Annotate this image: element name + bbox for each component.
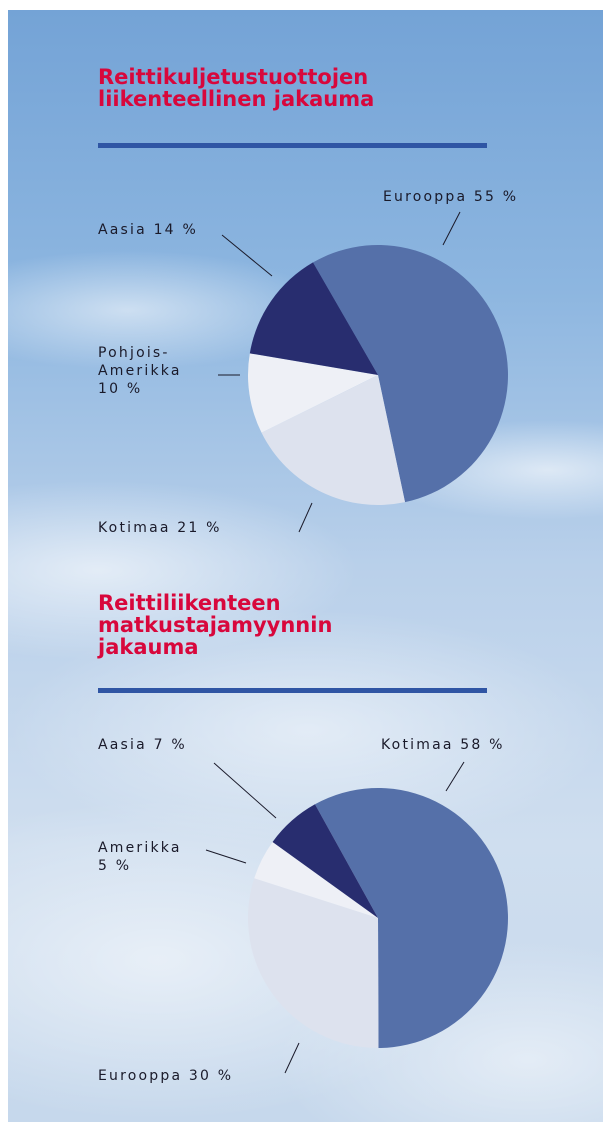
- slice-category: Aasia: [98, 737, 147, 753]
- pie-slice: [272, 804, 378, 918]
- leader-line: [213, 762, 277, 819]
- slice-label: Eurooppa 30 %: [98, 1067, 233, 1085]
- slice-category: Kotimaa: [381, 737, 454, 753]
- slice-value: 14 %: [153, 222, 198, 238]
- leader-line: [298, 502, 313, 533]
- slice-value: 30 %: [188, 1068, 234, 1084]
- pie-slice: [261, 375, 406, 505]
- slice-category: Amerikka: [98, 840, 182, 856]
- slice-label: Amerikka 5 %: [98, 839, 182, 875]
- pie-slice: [313, 245, 508, 503]
- pie-slice: [249, 262, 378, 375]
- divider: [98, 688, 487, 693]
- slice-label: Kotimaa 58 %: [381, 736, 505, 754]
- leader-line: [442, 211, 461, 246]
- leader-line: [205, 849, 247, 864]
- slice-category: Aasia: [98, 222, 147, 238]
- slice-category: Eurooppa: [383, 189, 468, 205]
- slice-category: Kotimaa: [98, 520, 171, 536]
- leader-line: [284, 1042, 300, 1074]
- slice-label: Aasia 7 %: [98, 736, 187, 754]
- pie-slice: [254, 841, 378, 918]
- slice-label: Aasia 14 %: [98, 221, 198, 239]
- pie-slice: [314, 788, 508, 1048]
- slice-value: 5 %: [98, 858, 132, 874]
- chart-title: Reittiliikenteen matkustajamyynnin jakau…: [98, 591, 333, 659]
- slice-value: 10 %: [98, 381, 143, 397]
- slice-label: Eurooppa 55 %: [383, 188, 518, 206]
- divider: [98, 143, 487, 148]
- slice-label: Kotimaa 21 %: [98, 519, 222, 537]
- chart-title: Reittikuljetustuottojen liikenteellinen …: [98, 65, 375, 111]
- slice-value: 58 %: [460, 737, 505, 753]
- pie-slice: [248, 353, 378, 433]
- slice-label: Pohjois- Amerikka 10 %: [98, 344, 182, 398]
- slice-value: 21 %: [177, 520, 222, 536]
- slice-value: 7 %: [153, 737, 187, 753]
- slice-value: 55 %: [473, 189, 519, 205]
- leader-line: [221, 234, 273, 277]
- slice-category: Pohjois- Amerikka: [98, 345, 182, 379]
- pie-slice: [247, 878, 379, 1048]
- slice-category: Eurooppa: [98, 1068, 183, 1084]
- leader-line: [445, 761, 465, 792]
